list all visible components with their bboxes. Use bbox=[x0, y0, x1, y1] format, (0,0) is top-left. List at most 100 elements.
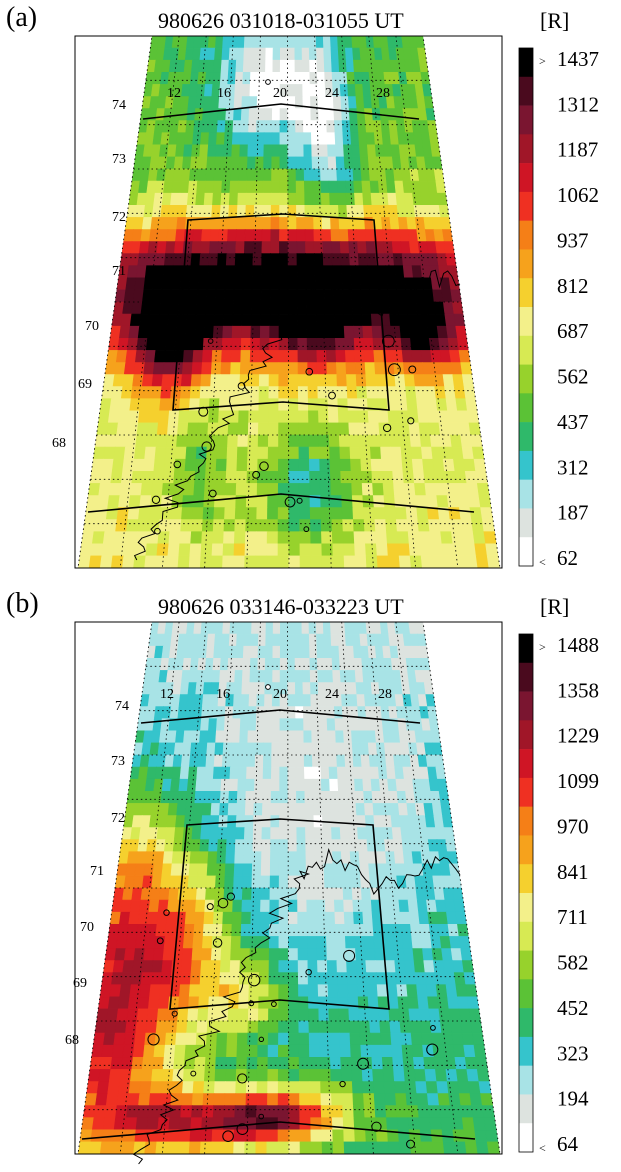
heatmap-cell bbox=[366, 386, 378, 400]
coastline-island bbox=[270, 1001, 277, 1008]
colorbar-segment bbox=[519, 720, 533, 750]
heatmap-cell bbox=[416, 984, 428, 998]
heatmap-cell bbox=[330, 483, 342, 496]
heatmap-cell bbox=[341, 694, 351, 707]
heatmap-cell bbox=[214, 1069, 227, 1082]
heatmap-cell bbox=[102, 960, 115, 973]
heatmap-cell bbox=[188, 168, 199, 182]
heatmap-cell bbox=[323, 59, 333, 73]
heatmap-cell bbox=[152, 1056, 165, 1070]
heatmap-cell bbox=[217, 241, 228, 254]
heatmap-cell bbox=[395, 1105, 409, 1119]
heatmap-cell bbox=[442, 960, 455, 973]
heatmap-cell bbox=[373, 1093, 386, 1106]
heatmap-cell bbox=[430, 350, 442, 363]
heatmap-cell bbox=[287, 36, 296, 49]
heatmap-cell bbox=[308, 1020, 320, 1034]
heatmap-cell bbox=[301, 59, 311, 73]
heatmap-cell bbox=[451, 1117, 465, 1131]
heatmap-cell bbox=[102, 531, 116, 545]
heatmap-cell bbox=[236, 470, 248, 484]
heatmap-cell bbox=[261, 839, 271, 853]
coastline-island bbox=[198, 406, 209, 417]
heatmap-cell bbox=[299, 1093, 311, 1106]
heatmap-cell bbox=[340, 839, 351, 853]
heatmap-cell bbox=[224, 1093, 236, 1106]
heatmap-cell bbox=[217, 839, 228, 853]
heatmap-cell bbox=[179, 386, 192, 400]
coastline bbox=[132, 848, 461, 1165]
heatmap-cell bbox=[111, 386, 124, 400]
heatmap-cell bbox=[427, 325, 439, 339]
heatmap-cell bbox=[287, 144, 297, 158]
heatmap-cell bbox=[317, 670, 326, 683]
heatmap-cell bbox=[321, 1129, 334, 1143]
heatmap-cell bbox=[263, 742, 273, 756]
heatmap-cell bbox=[338, 1008, 350, 1022]
heatmap-cell bbox=[216, 265, 227, 279]
heatmap-cell bbox=[387, 410, 400, 424]
heatmap-cell bbox=[331, 507, 343, 520]
heatmap-cell bbox=[173, 350, 185, 363]
heatmap-cell bbox=[241, 84, 251, 97]
heatmap-cell bbox=[410, 337, 422, 351]
heatmap-cell bbox=[345, 766, 355, 780]
heatmap-cell bbox=[222, 555, 235, 568]
heatmap-cell bbox=[217, 253, 228, 267]
heatmap-cell bbox=[202, 923, 214, 937]
heatmap-cell bbox=[294, 645, 303, 659]
heatmap-cell bbox=[123, 289, 136, 303]
heatmap-cell bbox=[120, 1056, 134, 1070]
heatmap-cell bbox=[343, 313, 354, 327]
heatmap-cell bbox=[165, 434, 178, 448]
heatmap-cell bbox=[417, 633, 427, 647]
heatmap-cell bbox=[368, 1008, 380, 1022]
heatmap-cell bbox=[394, 960, 406, 973]
heatmap-cell bbox=[131, 470, 144, 484]
heatmap-cell bbox=[184, 47, 194, 61]
heatmap-cell bbox=[170, 778, 181, 792]
heatmap-cell bbox=[407, 229, 419, 242]
heatmap-cell bbox=[191, 1105, 204, 1119]
heatmap-cell bbox=[372, 495, 386, 508]
heatmap-cell bbox=[348, 827, 359, 840]
heatmap-cell bbox=[309, 470, 321, 484]
heatmap-cell bbox=[98, 1069, 112, 1082]
heatmap-cell bbox=[156, 827, 168, 840]
heatmap-cell bbox=[316, 658, 326, 671]
heatmap-cell bbox=[249, 374, 260, 387]
heatmap-cell bbox=[210, 362, 222, 375]
heatmap-cell bbox=[271, 742, 281, 756]
graticule-lon-line bbox=[119, 621, 180, 1155]
heatmap-cell bbox=[268, 410, 279, 424]
heatmap-cell bbox=[250, 337, 261, 351]
heatmap-cell bbox=[118, 1081, 131, 1094]
heatmap-cell bbox=[270, 241, 280, 254]
heatmap-cell bbox=[288, 996, 299, 1010]
heatmap-cell bbox=[184, 1044, 197, 1058]
heatmap-cell bbox=[347, 670, 357, 683]
heatmap-cell bbox=[457, 337, 469, 351]
heatmap-cell bbox=[228, 778, 239, 792]
heatmap-cell bbox=[117, 337, 130, 351]
heatmap-cell bbox=[212, 766, 223, 780]
heatmap-cell bbox=[397, 217, 409, 230]
heatmap-cell bbox=[295, 694, 304, 707]
heatmap-cell bbox=[337, 47, 347, 61]
heatmap-cell bbox=[449, 519, 463, 533]
heatmap-cell bbox=[279, 180, 289, 194]
heatmap-cell bbox=[394, 1081, 407, 1094]
heatmap-cell bbox=[337, 633, 347, 647]
heatmap-cell bbox=[310, 120, 320, 133]
heatmap-cell bbox=[248, 410, 260, 424]
heatmap-cell bbox=[179, 277, 191, 291]
heatmap-cell bbox=[428, 132, 440, 146]
heatmap-cell bbox=[238, 742, 249, 756]
heatmap-cell bbox=[129, 899, 142, 913]
heatmap-cell bbox=[245, 507, 258, 520]
heatmap-cell bbox=[216, 706, 226, 719]
heatmap-cell bbox=[295, 108, 304, 121]
heatmap-cell bbox=[201, 694, 212, 707]
heatmap-cell bbox=[222, 313, 234, 327]
heatmap-cell bbox=[352, 754, 363, 768]
